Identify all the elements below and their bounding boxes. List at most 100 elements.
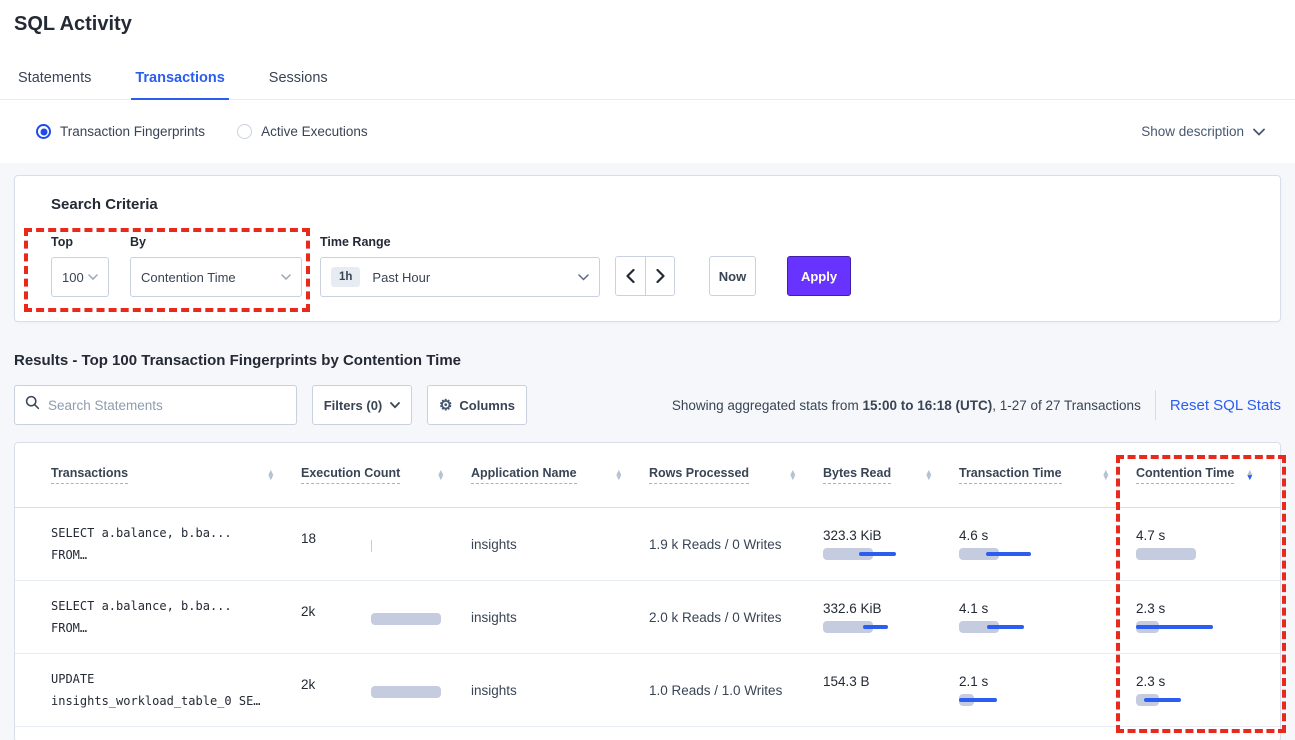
now-button[interactable]: Now (709, 256, 756, 296)
column-header-execution-count: Execution Count ▲ ▼ (301, 466, 471, 484)
filters-label: Filters (0) (323, 397, 383, 413)
sort-icon[interactable]: ▲ ▼ (614, 466, 623, 482)
by-select[interactable]: Contention Time (130, 257, 302, 297)
column-label: Transactions (51, 466, 129, 484)
sort-icon[interactable]: ▲ ▼ (924, 466, 933, 482)
bytes-read-bar (823, 548, 923, 560)
page-title: SQL Activity (14, 13, 132, 35)
chevron-down-icon (88, 274, 98, 280)
page-header: SQL Activity Statements Transactions Ses… (0, 0, 1295, 100)
sort-icon[interactable]: ▲ ▼ (1245, 466, 1254, 482)
column-header-bytes-read: Bytes Read ▲ ▼ (823, 466, 959, 484)
show-description-toggle[interactable]: Show description (1141, 124, 1265, 139)
column-label: Rows Processed (649, 466, 750, 484)
rows-processed-cell: 2.0 k Reads / 0 Writes (649, 609, 782, 625)
transaction-time-cell: 4.6 s (959, 528, 1136, 560)
column-label: Contention Time (1136, 466, 1235, 484)
execution-count-bar (371, 612, 471, 625)
search-statements-input[interactable] (48, 397, 286, 413)
time-range-badge: 1h (331, 267, 361, 287)
contention-time-bar (1136, 548, 1236, 560)
reset-sql-stats-link[interactable]: Reset SQL Stats (1169, 396, 1281, 414)
column-label: Transaction Time (959, 466, 1062, 484)
transaction-time-cell: 4.1 s (959, 601, 1136, 633)
column-header-contention-time: Contention Time ▲ ▼ (1136, 466, 1280, 484)
transaction-fingerprint-link[interactable]: SELECT a.balance, b.ba... FROM… (51, 598, 232, 635)
table-row[interactable]: SELECT a.balance, b.ba... FROM… 18 insig… (15, 508, 1280, 581)
time-range-value: Past Hour (372, 269, 431, 285)
bytes-read-cell: 323.3 KiB (823, 528, 959, 560)
contention-time-cell: 4.7 s (1136, 528, 1280, 560)
gear-icon: ⚙ (438, 396, 453, 414)
application-name-cell: insights (471, 536, 517, 552)
search-criteria-card: Search Criteria Top 100 By Contention Ti… (14, 175, 1281, 322)
search-statements-box (14, 385, 297, 425)
chevron-left-icon (626, 269, 635, 283)
radio-transaction-fingerprints[interactable]: Transaction Fingerprints (36, 124, 205, 139)
column-label: Application Name (471, 466, 577, 484)
contention-time-cell: 2.3 s (1136, 674, 1280, 706)
time-range-label: Time Range (320, 235, 391, 249)
by-value: Contention Time (141, 269, 236, 285)
chevron-right-icon (655, 269, 665, 283)
radio-unselected-icon (237, 124, 253, 139)
top-value: 100 (62, 269, 84, 285)
tab-statements[interactable]: Statements (18, 70, 92, 86)
next-time-button[interactable] (645, 257, 674, 295)
sort-icon[interactable]: ▲ ▼ (788, 466, 797, 482)
columns-button[interactable]: ⚙ Columns (427, 385, 527, 425)
time-range-select[interactable]: 1h Past Hour (320, 257, 600, 297)
transaction-fingerprint-link[interactable]: UPDATE insights_workload_table_0 SE… (51, 671, 261, 708)
results-toolbar: Filters (0) ⚙ Columns Showing aggregated… (14, 385, 1281, 425)
column-label: Bytes Read (823, 466, 892, 484)
column-header-transaction-time: Transaction Time ▲ ▼ (959, 466, 1136, 484)
results-heading: Results - Top 100 Transaction Fingerprin… (14, 352, 462, 369)
tab-bar: Statements Transactions Sessions (14, 70, 332, 100)
execution-count-cell: 2k (301, 677, 471, 704)
top-label: Top (51, 235, 73, 249)
column-header-application-name: Application Name ▲ ▼ (471, 466, 649, 484)
divider (1154, 390, 1156, 420)
prev-time-button[interactable] (616, 257, 645, 295)
table-header-row: Transactions ▲ ▼ Execution Count ▲ ▼ Appli… (15, 443, 1280, 508)
transaction-time-bar (959, 621, 1059, 633)
chevron-down-icon (1253, 128, 1265, 136)
show-description-label: Show description (1141, 124, 1244, 139)
tab-transactions[interactable]: Transactions (131, 70, 229, 100)
table-row[interactable]: SELECT a.balance, b.ba... FROM… 2k insig… (15, 581, 1280, 654)
time-range-field: Time Range 1h Past Hour (320, 235, 600, 297)
chevron-down-icon (281, 274, 291, 280)
column-header-rows-processed: Rows Processed ▲ ▼ (649, 466, 823, 484)
bytes-read-cell: 332.6 KiB (823, 601, 959, 633)
transaction-time-bar (959, 548, 1059, 560)
transaction-time-bar (959, 694, 1059, 706)
sort-icon[interactable]: ▲ ▼ (436, 466, 445, 482)
rows-processed-cell: 1.9 k Reads / 0 Writes (649, 536, 782, 552)
time-nav-group (615, 256, 675, 296)
columns-label: Columns (459, 397, 516, 413)
transaction-time-cell: 2.1 s (959, 674, 1136, 706)
column-header-transactions: Transactions ▲ ▼ (51, 466, 301, 484)
radio-label: Active Executions (261, 124, 368, 139)
sort-icon[interactable]: ▲ ▼ (1101, 466, 1110, 482)
transactions-table: Transactions ▲ ▼ Execution Count ▲ ▼ Appli… (14, 442, 1281, 740)
main-content: Search Criteria Top 100 By Contention Ti… (0, 163, 1295, 740)
by-field: By Contention Time (130, 235, 302, 297)
transaction-fingerprint-link[interactable]: SELECT a.balance, b.ba... FROM… (51, 525, 232, 562)
aggregated-stats-text: Showing aggregated stats from 15:00 to 1… (671, 397, 1141, 413)
execution-count-cell: 18 (301, 531, 471, 558)
execution-count-cell: 2k (301, 604, 471, 631)
apply-button[interactable]: Apply (787, 256, 851, 296)
top-select[interactable]: 100 (51, 257, 109, 297)
table-row[interactable]: UPDATE insights_workload_table_0 SE… 2k … (15, 654, 1280, 727)
sort-icon[interactable]: ▲ ▼ (266, 466, 275, 482)
radio-label: Transaction Fingerprints (60, 124, 206, 139)
tab-sessions[interactable]: Sessions (268, 70, 328, 86)
search-icon (25, 395, 40, 415)
top-field: Top 100 (51, 235, 109, 297)
radio-selected-icon (36, 124, 51, 139)
filters-button[interactable]: Filters (0) (312, 385, 412, 425)
search-criteria-heading: Search Criteria (51, 196, 158, 213)
radio-active-executions[interactable]: Active Executions (237, 124, 368, 139)
